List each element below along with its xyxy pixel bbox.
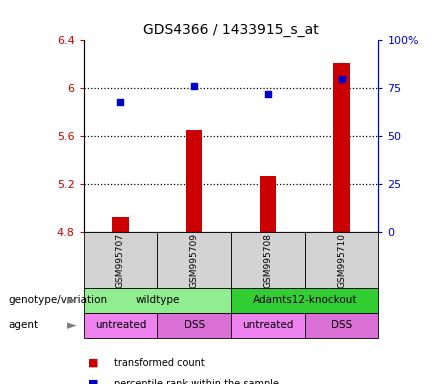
Text: genotype/variation: genotype/variation [9,295,108,306]
Text: GSM995709: GSM995709 [190,233,198,288]
Text: Adamts12-knockout: Adamts12-knockout [253,295,357,306]
Text: DSS: DSS [183,320,205,331]
Bar [186,130,202,232]
Bar [334,63,350,232]
Point [191,83,198,89]
Bar [304,232,378,288]
Point [338,76,345,82]
Point [264,91,271,97]
Text: percentile rank within the sample: percentile rank within the sample [114,379,279,384]
Text: ►: ► [67,294,77,307]
Bar [231,232,304,288]
Text: GSM995707: GSM995707 [116,233,125,288]
Text: wildtype: wildtype [135,295,180,306]
Text: ►: ► [67,319,77,332]
Bar [304,313,378,338]
Bar [84,288,231,313]
Bar [84,313,158,338]
Text: agent: agent [9,320,39,331]
Bar [260,176,276,232]
Text: ■: ■ [88,358,99,368]
Bar [84,232,158,288]
Text: DSS: DSS [331,320,352,331]
Text: untreated: untreated [95,320,146,331]
Bar [231,288,378,313]
Text: GSM995708: GSM995708 [264,233,272,288]
Text: untreated: untreated [242,320,293,331]
Bar [231,313,304,338]
Bar [112,217,128,232]
Title: GDS4366 / 1433915_s_at: GDS4366 / 1433915_s_at [143,23,319,36]
Text: ■: ■ [88,379,99,384]
Bar [158,313,231,338]
Bar [158,232,231,288]
Text: transformed count: transformed count [114,358,205,368]
Point [117,99,124,105]
Text: GSM995710: GSM995710 [337,233,346,288]
